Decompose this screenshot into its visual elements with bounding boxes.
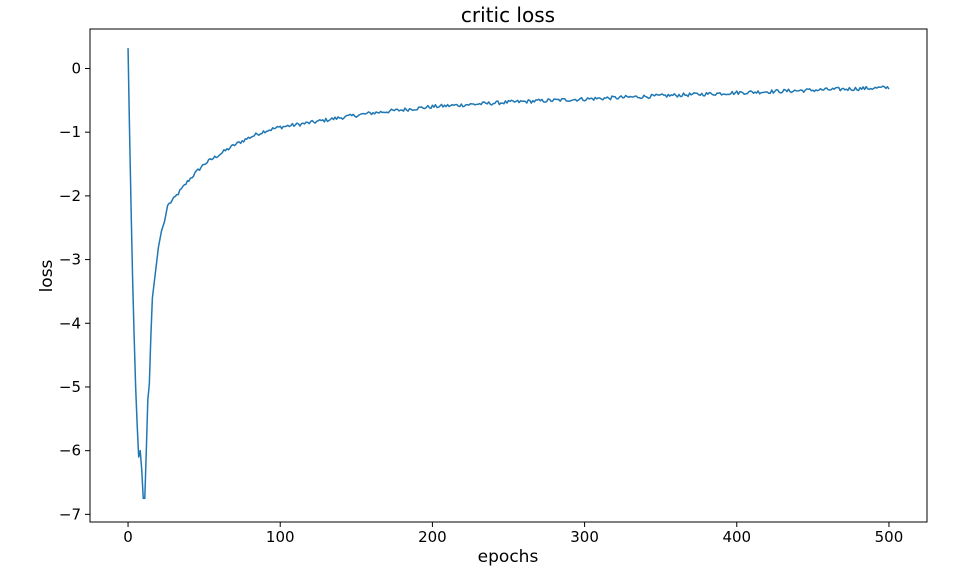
y-tick-label: −2 (59, 187, 81, 205)
x-tick-label: 200 (418, 528, 447, 546)
y-axis-label: loss (37, 259, 57, 292)
y-tick-label: −1 (59, 123, 81, 141)
x-tick-label: 100 (266, 528, 295, 546)
plot-frame (89, 28, 928, 523)
y-tick-label: −5 (59, 378, 81, 396)
y-tick-label: −3 (59, 251, 81, 269)
y-tick-label: −7 (59, 505, 81, 523)
y-tick-label: −4 (59, 314, 81, 332)
y-axis: 0 −1 −2 −3 −4 −5 −6 −7 (59, 59, 90, 523)
series-line (127, 48, 890, 500)
x-axis-label: epochs (478, 547, 539, 567)
plot-area (127, 48, 890, 500)
x-tick-label: 0 (123, 528, 133, 546)
y-tick-label: 0 (71, 59, 81, 77)
x-axis: 0 100 200 300 400 500 (123, 522, 903, 546)
chart-title: critic loss (461, 3, 555, 27)
x-tick-label: 300 (570, 528, 599, 546)
x-tick-label: 500 (875, 528, 904, 546)
y-tick-label: −6 (59, 442, 81, 460)
x-tick-label: 400 (722, 528, 751, 546)
